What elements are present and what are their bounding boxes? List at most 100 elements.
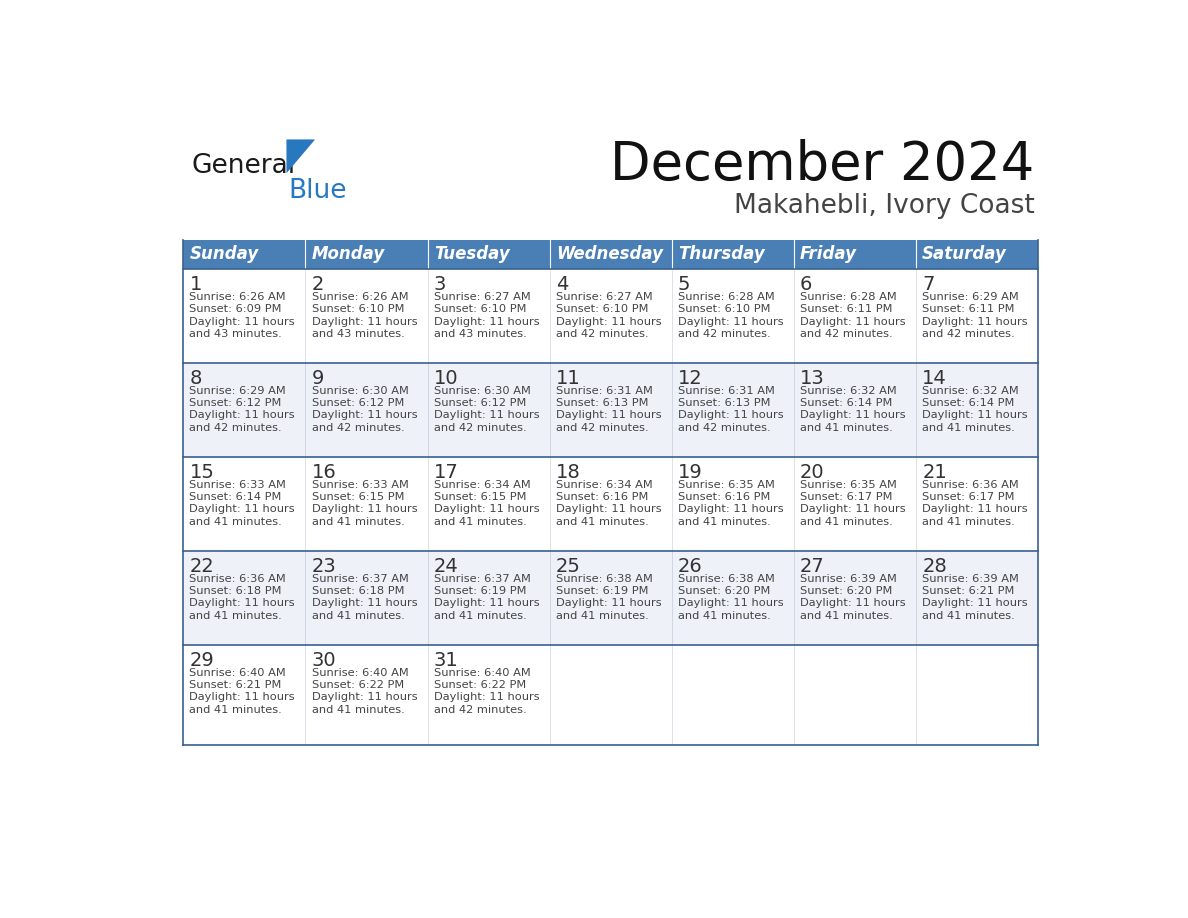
Text: Makahebli, Ivory Coast: Makahebli, Ivory Coast: [733, 194, 1035, 219]
Text: Sunset: 6:11 PM: Sunset: 6:11 PM: [922, 304, 1015, 314]
Text: 24: 24: [434, 556, 459, 576]
Text: Sunrise: 6:32 AM: Sunrise: 6:32 AM: [922, 386, 1019, 396]
Text: 9: 9: [311, 369, 324, 388]
Text: 31: 31: [434, 651, 459, 670]
Text: Sunset: 6:10 PM: Sunset: 6:10 PM: [311, 304, 404, 314]
Text: Daylight: 11 hours: Daylight: 11 hours: [678, 504, 784, 514]
Text: Sunset: 6:22 PM: Sunset: 6:22 PM: [311, 680, 404, 690]
Bar: [183, 269, 1038, 363]
Text: Sunset: 6:10 PM: Sunset: 6:10 PM: [556, 304, 649, 314]
Text: Daylight: 11 hours: Daylight: 11 hours: [189, 317, 295, 327]
Text: and 41 minutes.: and 41 minutes.: [800, 423, 893, 432]
Text: Daylight: 11 hours: Daylight: 11 hours: [311, 504, 417, 514]
Text: Sunrise: 6:36 AM: Sunrise: 6:36 AM: [189, 574, 286, 584]
Text: 18: 18: [556, 463, 581, 482]
Text: Daylight: 11 hours: Daylight: 11 hours: [556, 504, 662, 514]
Text: Sunset: 6:18 PM: Sunset: 6:18 PM: [189, 586, 282, 596]
Bar: [183, 363, 1038, 456]
Text: 10: 10: [434, 369, 459, 388]
Text: Sunrise: 6:26 AM: Sunrise: 6:26 AM: [189, 292, 286, 302]
Text: Sunday: Sunday: [189, 245, 259, 263]
Text: 13: 13: [800, 369, 824, 388]
Text: Sunset: 6:13 PM: Sunset: 6:13 PM: [678, 398, 771, 409]
Text: and 41 minutes.: and 41 minutes.: [189, 705, 283, 714]
Text: and 41 minutes.: and 41 minutes.: [434, 610, 526, 621]
Text: Sunset: 6:10 PM: Sunset: 6:10 PM: [678, 304, 771, 314]
Text: Sunset: 6:19 PM: Sunset: 6:19 PM: [556, 586, 649, 596]
Text: 1: 1: [189, 274, 202, 294]
Text: and 42 minutes.: and 42 minutes.: [189, 423, 282, 432]
Text: Sunset: 6:20 PM: Sunset: 6:20 PM: [678, 586, 770, 596]
Text: Sunrise: 6:37 AM: Sunrise: 6:37 AM: [311, 574, 409, 584]
Text: Daylight: 11 hours: Daylight: 11 hours: [556, 317, 662, 327]
Text: 2: 2: [311, 274, 324, 294]
Text: Daylight: 11 hours: Daylight: 11 hours: [800, 410, 905, 420]
Bar: [183, 644, 1038, 744]
Bar: [183, 456, 1038, 551]
Text: 27: 27: [800, 556, 824, 576]
Text: 5: 5: [678, 274, 690, 294]
Text: Sunrise: 6:26 AM: Sunrise: 6:26 AM: [311, 292, 409, 302]
Text: and 42 minutes.: and 42 minutes.: [434, 423, 526, 432]
Text: Sunrise: 6:34 AM: Sunrise: 6:34 AM: [556, 480, 652, 490]
Text: and 42 minutes.: and 42 minutes.: [311, 423, 404, 432]
Text: Sunrise: 6:34 AM: Sunrise: 6:34 AM: [434, 480, 531, 490]
Text: Daylight: 11 hours: Daylight: 11 hours: [922, 410, 1028, 420]
Text: Sunset: 6:14 PM: Sunset: 6:14 PM: [800, 398, 892, 409]
Text: Sunset: 6:15 PM: Sunset: 6:15 PM: [311, 492, 404, 502]
Text: Daylight: 11 hours: Daylight: 11 hours: [189, 692, 295, 702]
Text: and 41 minutes.: and 41 minutes.: [434, 517, 526, 527]
Text: Sunset: 6:12 PM: Sunset: 6:12 PM: [189, 398, 282, 409]
Text: 11: 11: [556, 369, 581, 388]
Text: and 41 minutes.: and 41 minutes.: [922, 610, 1015, 621]
Text: and 43 minutes.: and 43 minutes.: [434, 329, 526, 339]
Text: Daylight: 11 hours: Daylight: 11 hours: [800, 504, 905, 514]
Text: Sunrise: 6:40 AM: Sunrise: 6:40 AM: [311, 667, 409, 677]
Text: and 41 minutes.: and 41 minutes.: [556, 517, 649, 527]
Bar: [916, 240, 1038, 269]
Text: 22: 22: [189, 556, 214, 576]
Text: Sunset: 6:09 PM: Sunset: 6:09 PM: [189, 304, 282, 314]
Text: and 41 minutes.: and 41 minutes.: [556, 610, 649, 621]
Text: Sunrise: 6:33 AM: Sunrise: 6:33 AM: [311, 480, 409, 490]
Text: Sunrise: 6:35 AM: Sunrise: 6:35 AM: [678, 480, 775, 490]
Text: Daylight: 11 hours: Daylight: 11 hours: [678, 599, 784, 609]
Text: Daylight: 11 hours: Daylight: 11 hours: [678, 410, 784, 420]
Text: Daylight: 11 hours: Daylight: 11 hours: [922, 504, 1028, 514]
Text: and 41 minutes.: and 41 minutes.: [922, 517, 1015, 527]
Text: Sunrise: 6:40 AM: Sunrise: 6:40 AM: [434, 667, 531, 677]
Text: Sunrise: 6:27 AM: Sunrise: 6:27 AM: [434, 292, 531, 302]
Text: Daylight: 11 hours: Daylight: 11 hours: [311, 410, 417, 420]
Text: Sunrise: 6:36 AM: Sunrise: 6:36 AM: [922, 480, 1019, 490]
Text: Sunrise: 6:32 AM: Sunrise: 6:32 AM: [800, 386, 897, 396]
Text: Daylight: 11 hours: Daylight: 11 hours: [922, 317, 1028, 327]
Text: and 41 minutes.: and 41 minutes.: [311, 517, 404, 527]
Text: 21: 21: [922, 463, 947, 482]
Text: 15: 15: [189, 463, 214, 482]
Text: 20: 20: [800, 463, 824, 482]
Bar: [305, 240, 428, 269]
Text: Sunset: 6:13 PM: Sunset: 6:13 PM: [556, 398, 649, 409]
Text: Sunrise: 6:35 AM: Sunrise: 6:35 AM: [800, 480, 897, 490]
Text: Sunset: 6:18 PM: Sunset: 6:18 PM: [311, 586, 404, 596]
Bar: [794, 240, 916, 269]
Text: Daylight: 11 hours: Daylight: 11 hours: [800, 317, 905, 327]
Text: Sunrise: 6:33 AM: Sunrise: 6:33 AM: [189, 480, 286, 490]
Text: and 41 minutes.: and 41 minutes.: [800, 517, 893, 527]
Bar: [183, 551, 1038, 644]
Text: 4: 4: [556, 274, 568, 294]
Text: and 42 minutes.: and 42 minutes.: [678, 423, 771, 432]
Text: Sunrise: 6:31 AM: Sunrise: 6:31 AM: [556, 386, 652, 396]
Text: 16: 16: [311, 463, 336, 482]
Text: Daylight: 11 hours: Daylight: 11 hours: [434, 692, 539, 702]
Bar: [428, 240, 550, 269]
Text: Daylight: 11 hours: Daylight: 11 hours: [311, 692, 417, 702]
Text: Sunrise: 6:38 AM: Sunrise: 6:38 AM: [556, 574, 652, 584]
Text: 30: 30: [311, 651, 336, 670]
Text: 29: 29: [189, 651, 214, 670]
Text: Sunset: 6:12 PM: Sunset: 6:12 PM: [311, 398, 404, 409]
Text: and 42 minutes.: and 42 minutes.: [434, 705, 526, 714]
Text: 28: 28: [922, 556, 947, 576]
Text: Daylight: 11 hours: Daylight: 11 hours: [434, 317, 539, 327]
Bar: [550, 240, 672, 269]
